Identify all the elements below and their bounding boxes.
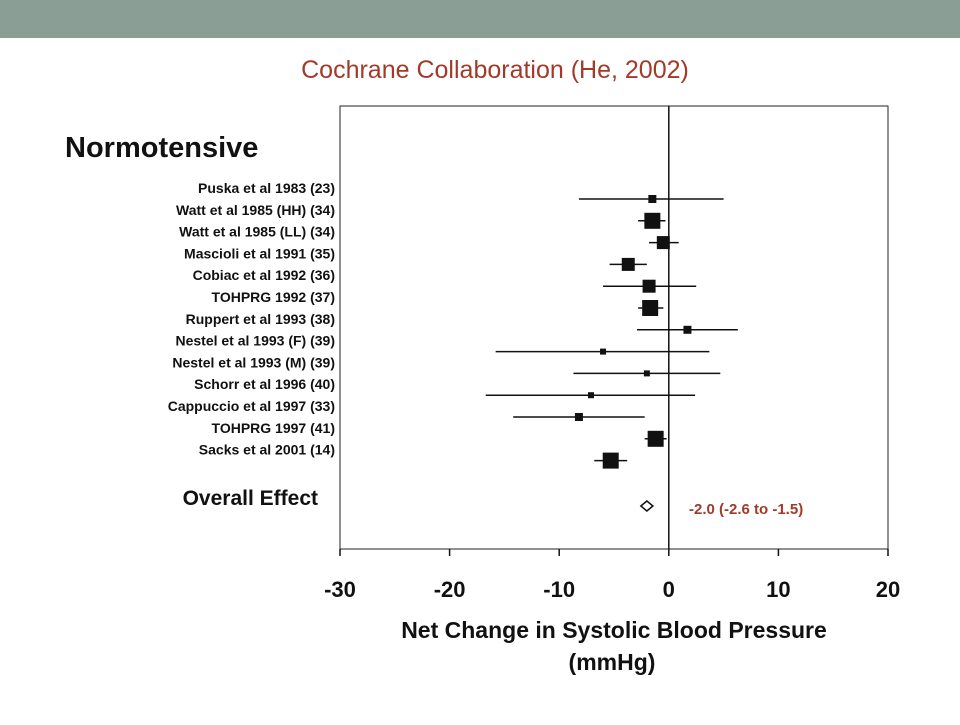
study-point-estimate bbox=[602, 452, 619, 469]
study-point-estimate bbox=[643, 370, 650, 377]
study-point-estimate bbox=[644, 212, 661, 229]
x-tick-label: 20 bbox=[876, 577, 900, 602]
forest-marks: -30 -20 -10 0 10 20 Puska et al 1983 (23) Watt … bbox=[168, 106, 900, 602]
study-point-estimate bbox=[642, 279, 656, 293]
overall-effect-label: Overall Effect bbox=[183, 487, 318, 510]
study-label: TOHPRG 1997 (41) bbox=[212, 420, 335, 436]
study-label: Nestel et al 1993 (F) (39) bbox=[175, 333, 335, 349]
study-point-estimate bbox=[587, 392, 594, 399]
x-tick-label: -30 bbox=[324, 577, 356, 602]
study-label: Cobiac et al 1992 (36) bbox=[193, 267, 335, 283]
overall-effect-annotation: -2.0 (-2.6 to -1.5) bbox=[689, 501, 803, 518]
x-axis-label-line1: Net Change in Systolic Blood Pressure bbox=[401, 617, 827, 643]
plot-frame bbox=[339, 105, 889, 550]
x-tick-label: 0 bbox=[663, 577, 675, 602]
study-label: Ruppert et al 1993 (38) bbox=[186, 311, 335, 327]
study-label: Schorr et al 1996 (40) bbox=[194, 376, 335, 392]
study-label: Sacks et al 2001 (14) bbox=[199, 442, 335, 458]
x-tick-label: 10 bbox=[766, 577, 790, 602]
slide-top-bar bbox=[0, 0, 960, 38]
study-label: Puska et al 1983 (23) bbox=[198, 180, 335, 196]
x-tick-label: -20 bbox=[434, 577, 466, 602]
study-point-estimate bbox=[642, 300, 659, 316]
study-label: Cappuccio et al 1997 (33) bbox=[168, 398, 335, 414]
study-point-estimate bbox=[656, 236, 670, 250]
study-point-estimate bbox=[600, 348, 607, 355]
study-point-estimate bbox=[648, 195, 657, 203]
study-label: Mascioli et al 1991 (35) bbox=[184, 245, 335, 261]
study-label: TOHPRG 1992 (37) bbox=[212, 289, 335, 305]
panel-label: Normotensive bbox=[65, 132, 258, 164]
study-point-estimate bbox=[647, 430, 664, 447]
study-point-estimate bbox=[683, 325, 692, 334]
x-tick-label: -10 bbox=[543, 577, 575, 602]
study-point-estimate bbox=[574, 413, 583, 421]
study-label: Watt et al 1985 (LL) (34) bbox=[179, 224, 335, 240]
study-point-estimate bbox=[621, 257, 635, 271]
overall-effect-diamond bbox=[639, 500, 655, 512]
slide-title: Cochrane Collaboration (He, 2002) bbox=[301, 56, 689, 84]
x-axis-label-line2: (mmHg) bbox=[569, 649, 656, 675]
study-label: Watt et al 1985 (HH) (34) bbox=[176, 202, 335, 218]
study-label: Nestel et al 1993 (M) (39) bbox=[172, 354, 335, 370]
